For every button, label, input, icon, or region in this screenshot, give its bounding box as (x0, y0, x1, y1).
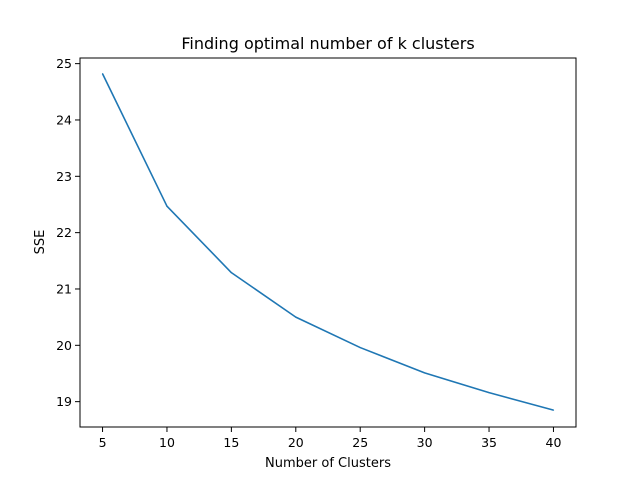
x-tick-label: 35 (481, 435, 497, 450)
x-tick-label: 40 (546, 435, 562, 450)
plot-area (79, 57, 577, 428)
y-tick-label: 22 (56, 225, 72, 240)
data-point (101, 73, 104, 75)
y-axis: 19 20 21 22 23 24 25 (56, 56, 80, 409)
x-tick-label: 30 (417, 435, 433, 450)
plot-frame (79, 57, 577, 428)
y-axis-label: SSE (33, 230, 48, 255)
data-point (166, 205, 168, 207)
x-tick-label: 10 (159, 435, 175, 450)
data-point (295, 316, 297, 318)
y-tick-label: 20 (56, 338, 72, 353)
data-point (488, 392, 490, 394)
x-tick-label: 15 (223, 435, 239, 450)
chart-title: Finding optimal number of k clusters (181, 34, 474, 53)
y-tick-label: 24 (56, 112, 72, 127)
x-axis: 5 10 15 20 25 30 35 40 (99, 427, 562, 450)
data-point (230, 272, 232, 274)
series-line-0 (101, 73, 554, 411)
x-axis-label: Number of Clusters (265, 456, 391, 471)
x-tick-label: 5 (99, 435, 107, 450)
x-tick-label: 25 (352, 435, 368, 450)
data-point (424, 372, 426, 374)
y-tick-label: 19 (56, 394, 72, 409)
series-layer (101, 73, 555, 411)
x-tick-label: 20 (288, 435, 304, 450)
y-tick-label: 21 (56, 281, 72, 296)
y-tick-label: 23 (56, 169, 72, 184)
y-tick-label: 25 (56, 56, 72, 71)
data-point (359, 346, 361, 349)
data-point (552, 409, 555, 411)
